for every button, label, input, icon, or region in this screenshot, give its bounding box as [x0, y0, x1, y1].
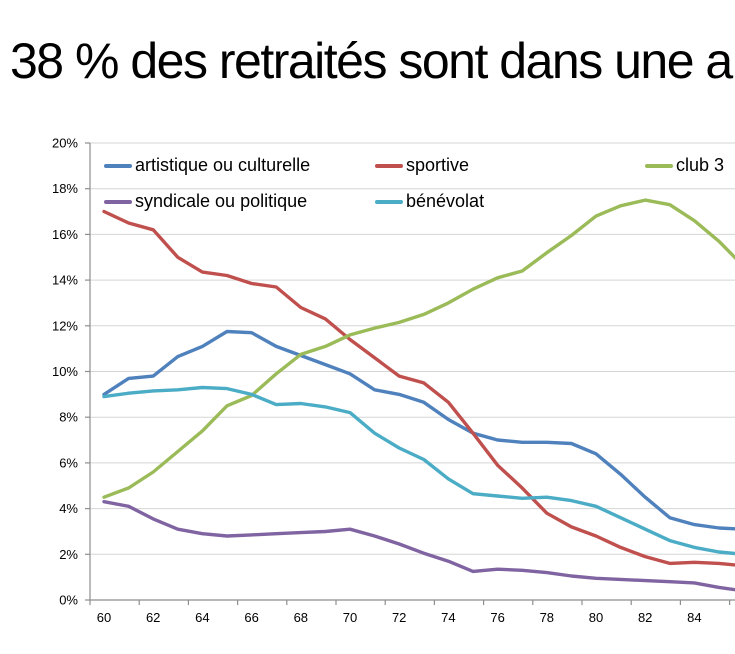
- x-axis-label: 74: [441, 610, 455, 625]
- series-line-sportive: [102, 209, 735, 567]
- y-axis-label: 12%: [52, 318, 78, 333]
- legend-item-syndicale-ou-politique: syndicale ou politique: [104, 191, 307, 212]
- series-line-club-3: [102, 198, 735, 499]
- x-axis-label: 62: [146, 610, 160, 625]
- x-axis-label: 60: [97, 610, 111, 625]
- legend-item-club-3: club 3: [645, 155, 724, 176]
- legend-label: club 3: [676, 155, 725, 175]
- x-axis-label: 76: [490, 610, 504, 625]
- x-axis-label: 78: [540, 610, 554, 625]
- legend-line-swatch-icon: [375, 199, 403, 204]
- y-axis-label: 8%: [59, 410, 78, 425]
- series-line-artistique-ou-culturelle: [102, 329, 735, 531]
- x-axis-label: 80: [589, 610, 603, 625]
- legend-label: artistique ou culturelle: [135, 155, 311, 175]
- y-axis-label: 14%: [52, 273, 78, 288]
- x-axis-label: 82: [638, 610, 652, 625]
- x-axis-label: 72: [392, 610, 406, 625]
- y-axis-label: 10%: [52, 364, 78, 379]
- series-line-bénévolat: [102, 385, 735, 556]
- legend-line-swatch-icon: [645, 163, 673, 168]
- y-axis-label: 2%: [59, 547, 78, 562]
- legend-line-swatch-icon: [104, 199, 132, 204]
- legend-line-swatch-icon: [375, 163, 403, 168]
- legend-label: sportive: [406, 155, 470, 175]
- series-line-syndicale-ou-politique: [102, 500, 735, 592]
- y-axis-label: 0%: [59, 593, 78, 608]
- y-axis-label: 4%: [59, 501, 78, 516]
- x-axis-label: 66: [244, 610, 258, 625]
- x-axis-label: 64: [195, 610, 209, 625]
- y-axis-label: 20%: [52, 136, 78, 151]
- legend-item-benevolat: bénévolat: [375, 191, 484, 212]
- x-axis-label: 70: [343, 610, 357, 625]
- y-axis-label: 18%: [52, 181, 78, 196]
- legend-label: syndicale ou politique: [135, 191, 308, 211]
- y-axis-label: 16%: [52, 227, 78, 242]
- legend-line-swatch-icon: [104, 163, 132, 168]
- y-axis-label: 6%: [59, 455, 78, 470]
- legend-label: bénévolat: [406, 191, 485, 211]
- legend-item-sportive: sportive: [375, 155, 469, 176]
- legend-item-artistique-ou-culturelle: artistique ou culturelle: [104, 155, 310, 176]
- x-axis-label: 84: [687, 610, 701, 625]
- page-title: 38 % des retraités sont dans une a: [10, 34, 733, 89]
- x-axis-label: 68: [294, 610, 308, 625]
